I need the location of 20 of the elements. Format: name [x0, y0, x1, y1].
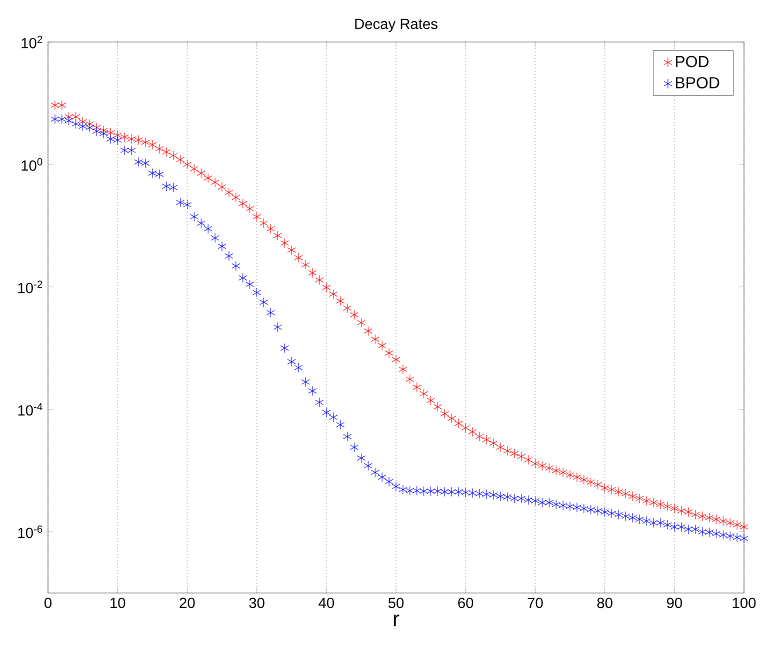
y-tick-label: 10$^{-2}$ — [18, 280, 42, 294]
x-tick-label: 100 — [732, 598, 756, 608]
x-tick-label: 80 — [597, 598, 612, 608]
x-tick-label: 90 — [666, 598, 682, 608]
x-tick-label: 0 — [44, 598, 52, 608]
legend-label: BPOD — [676, 77, 720, 88]
x-tick-label: 40 — [318, 598, 334, 608]
chart-title: Decay Rates — [355, 18, 438, 32]
x-tick-label: 30 — [249, 598, 264, 608]
x-tick-label: 70 — [528, 598, 543, 608]
x-axis-title: r — [394, 614, 400, 626]
x-tick-label: 60 — [458, 598, 474, 608]
y-tick-label: 10$^{2}$ — [22, 36, 42, 48]
x-tick-label: 50 — [388, 598, 404, 608]
x-tick-label: 20 — [180, 598, 195, 608]
y-tick-label: 10$^{-4}$ — [18, 403, 42, 416]
legend-label: POD — [676, 56, 709, 68]
y-tick-label: 10$^{-6}$ — [18, 525, 42, 538]
x-tick-label: 10 — [110, 598, 126, 608]
y-tick-label: 10$^{0}$ — [22, 158, 42, 171]
